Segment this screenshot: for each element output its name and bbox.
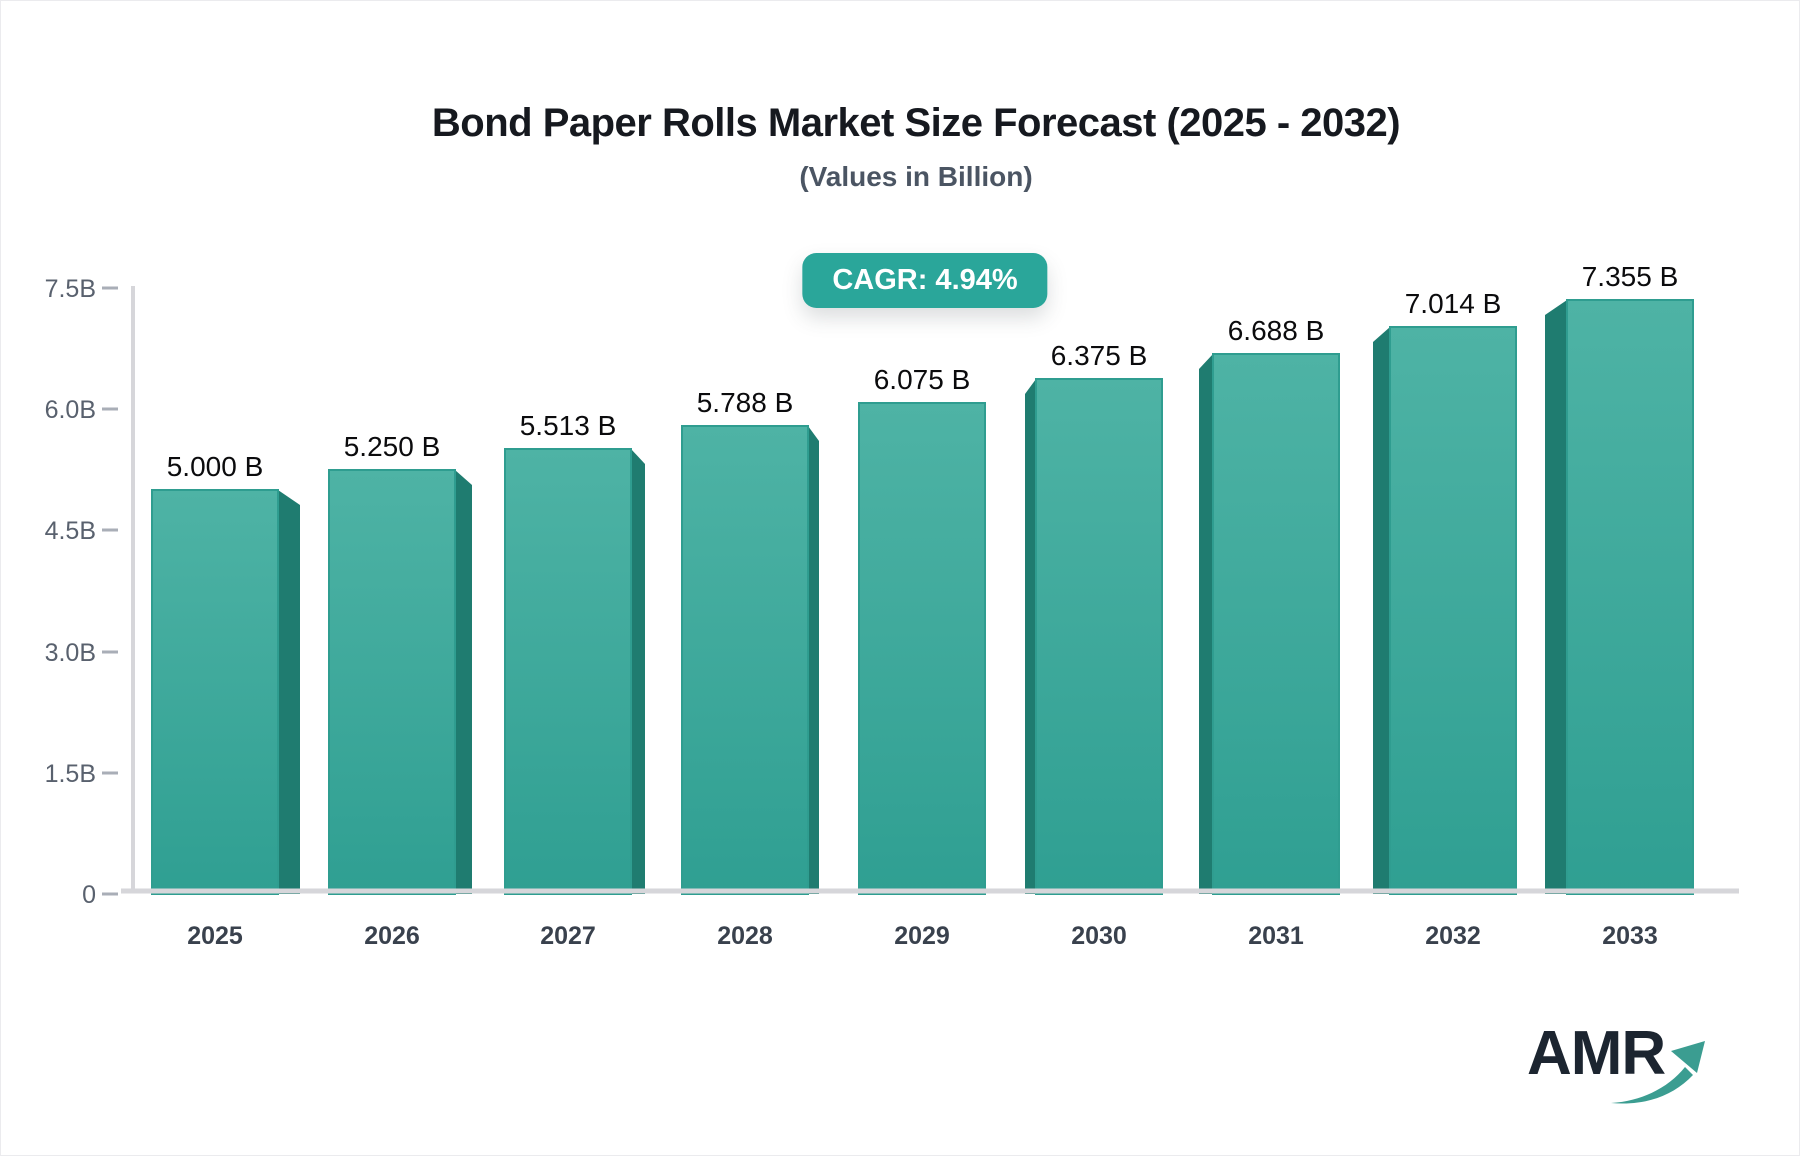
bar-value-label: 6.075 B	[874, 364, 971, 395]
chart-subtitle: (Values in Billion)	[799, 161, 1033, 192]
bar-value-label: 7.014 B	[1405, 288, 1502, 319]
y-axis-tick-label: 6.0B	[45, 396, 96, 424]
bar-front-face	[328, 469, 456, 895]
amr-logo-text: AMR	[1527, 1019, 1666, 1088]
bar-value-label: 6.375 B	[1051, 340, 1148, 371]
bar-front-face	[1212, 353, 1340, 895]
bar-group-2028: 5.788 B 2028	[681, 387, 819, 950]
x-axis-tick-label: 2033	[1602, 922, 1658, 950]
x-axis-tick-label: 2029	[894, 922, 950, 950]
bar-value-label: 7.355 B	[1582, 261, 1679, 292]
y-axis-tick-label: 4.5B	[45, 517, 96, 545]
bar-group-2026: 5.250 B 2026	[328, 431, 472, 950]
y-axis-tick-label: 3.0B	[45, 639, 96, 667]
bar-side-face	[278, 490, 300, 894]
cagr-badge: CAGR: 4.94%	[802, 253, 1048, 308]
bar-side-face	[631, 449, 645, 894]
bar-group-2033: 7.355 B 2033	[1545, 261, 1694, 950]
bar-front-face	[681, 425, 809, 895]
y-axis-tick-label: 1.5B	[45, 760, 96, 788]
y-axis-tick-label: 7.5B	[45, 275, 96, 303]
bar-group-2032: 7.014 B 2032	[1373, 288, 1517, 950]
x-axis-tick-label: 2025	[187, 922, 243, 950]
bar-side-face	[1199, 354, 1213, 894]
bar-front-face	[1035, 378, 1163, 895]
bar-side-face	[455, 470, 472, 894]
bar-value-label: 5.513 B	[520, 410, 617, 441]
growth-arrow-icon	[1611, 1041, 1705, 1104]
bar-front-face	[504, 448, 632, 895]
bar-value-label: 5.788 B	[697, 387, 794, 418]
bar-side-face	[808, 426, 819, 894]
bar-group-2031: 6.688 B 2031	[1199, 315, 1340, 950]
x-axis-tick-label: 2028	[717, 922, 773, 950]
bar-group-2030: 6.375 B 2030	[1025, 340, 1163, 950]
bar-front-face	[1566, 299, 1694, 895]
y-axis-tick-label: 0	[82, 881, 96, 909]
x-axis-tick-label: 2030	[1071, 922, 1127, 950]
x-axis-tick-label: 2026	[364, 922, 420, 950]
bar-value-label: 5.000 B	[167, 451, 264, 482]
bar-side-face	[1373, 327, 1390, 894]
bar-front-face	[151, 489, 279, 895]
x-axis-tick-label: 2032	[1425, 922, 1481, 950]
bar-front-face	[1389, 326, 1517, 895]
bar-group-2027: 5.513 B 2027	[504, 410, 645, 950]
bar-value-label: 5.250 B	[344, 431, 441, 462]
bar-side-face	[1025, 379, 1036, 894]
bar-side-face	[1545, 300, 1567, 894]
x-axis-tick-label: 2031	[1248, 922, 1304, 950]
chart-title: Bond Paper Rolls Market Size Forecast (2…	[431, 101, 1401, 145]
bar-value-label: 6.688 B	[1228, 315, 1325, 346]
amr-logo: AMR	[1527, 1023, 1727, 1113]
bar-front-face	[858, 402, 986, 895]
bar-group-2025: 5.000 B 2025	[151, 451, 300, 950]
x-axis-tick-label: 2027	[540, 922, 596, 950]
bar-group-2029: 6.075 B 2029	[858, 364, 986, 950]
